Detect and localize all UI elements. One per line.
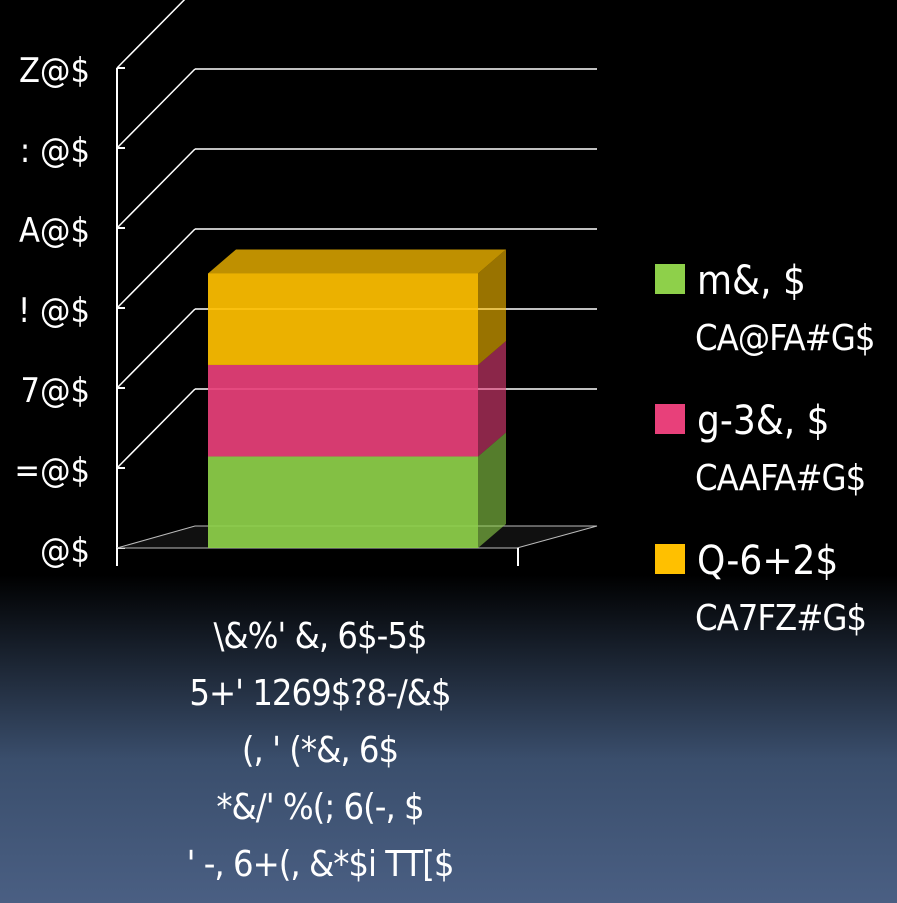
column-segment	[208, 456, 478, 548]
y-tick-label: =@$	[14, 451, 90, 491]
column-segment	[208, 273, 478, 365]
caption-line: \&%' &, 6$-5$	[213, 616, 427, 657]
gridline-depth	[116, 68, 196, 149]
chart-area	[116, 0, 598, 566]
gridline-depth	[116, 228, 196, 309]
legend-series-value: CA@FA#G$	[695, 318, 875, 359]
legend-series-value: CA7FZ#G$	[695, 598, 867, 639]
chart-caption: \&%' &, 6$-5$ 5+' 1269$?8-/&$ (, ' (*&, …	[100, 608, 540, 893]
y-tick-label: : @$	[19, 131, 90, 171]
column-segment-side	[478, 249, 506, 365]
legend-item: m&, $ CA@FA#G$	[655, 258, 895, 400]
legend-series-name: Q-6+2$	[697, 538, 839, 584]
column-segment	[208, 364, 478, 457]
gridline-depth	[116, 0, 186, 69]
caption-line: (, ' (*&, 6$	[241, 730, 399, 771]
gridline-depth	[116, 388, 196, 469]
legend-swatch	[655, 264, 685, 294]
legend-series-value: CAAFA#G$	[695, 458, 866, 499]
legend-series-name: m&, $	[697, 258, 806, 304]
caption-line: 5+' 1269$?8-/&$	[189, 673, 451, 714]
stacked-column	[208, 249, 506, 548]
y-tick-label: ! @$	[17, 291, 90, 331]
x-axis-ticks	[116, 548, 519, 566]
gridline-depth	[116, 308, 196, 389]
caption-line: ' -, 6+(, &*$i TT[$	[186, 844, 455, 885]
gridline-depth	[116, 148, 196, 229]
y-tick-label: 7@$	[20, 371, 90, 411]
caption-line: *&/' %(; 6(-, $	[216, 787, 424, 828]
legend-item: g-3&, $ CAAFA#G$	[655, 398, 895, 540]
column-segment-side	[478, 340, 506, 457]
legend-swatch	[655, 544, 685, 574]
legend-series-name: g-3&, $	[697, 398, 830, 444]
y-tick-label: Z@$	[18, 51, 90, 91]
y-tick-label: A@$	[19, 211, 90, 251]
legend: m&, $ CA@FA#G$ g-3&, $ CAAFA#G$ Q-6+2$ C…	[655, 258, 895, 680]
legend-swatch	[655, 404, 685, 434]
column-segment-side	[478, 432, 506, 548]
y-tick-label: @$	[39, 531, 90, 571]
column-top	[208, 249, 506, 274]
legend-item: Q-6+2$ CA7FZ#G$	[655, 538, 895, 680]
